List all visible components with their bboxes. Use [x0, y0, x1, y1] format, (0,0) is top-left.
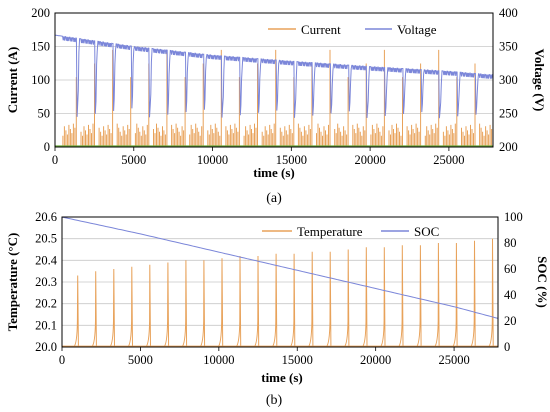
- temperature-series-line: [73, 238, 494, 348]
- legend-label-current: Current: [301, 22, 341, 37]
- y-left-tick-label: 0: [44, 140, 50, 154]
- x-tick-label: 15000: [282, 353, 313, 367]
- x-tick-label: 0: [59, 353, 65, 367]
- y-left-tick-label: 20.6: [35, 210, 57, 224]
- voltage-series-line: [54, 34, 493, 119]
- chart-b: 20.0 20.1 20.2 20.3 20.4 20.5 20.6 0 20 40 60 80 100…: [5, 210, 550, 408]
- plot-border: [61, 216, 499, 348]
- y-right-tick-label: 200: [499, 140, 518, 154]
- x-axis-title: time (s): [261, 370, 303, 385]
- y-left-tick-label: 100: [31, 73, 50, 87]
- soc-series-line: [61, 216, 499, 319]
- y-left-tick-label: 50: [38, 107, 51, 121]
- y-axis-left-title: Current (A): [5, 47, 20, 114]
- y-right-tick-label: 350: [499, 40, 518, 54]
- x-tick-label: 10000: [197, 153, 228, 167]
- y-right-tick-label: 60: [504, 262, 517, 276]
- y-left-tick-label: 20.2: [35, 297, 57, 311]
- y-left-tick-label: 20.3: [35, 275, 57, 289]
- y-right-tick-label: 0: [504, 340, 510, 354]
- y-right-tick-label: 100: [504, 210, 523, 224]
- y-left-tick-label: 20.5: [35, 232, 57, 246]
- chart-a: 0 50 100 150 200 200 250 300 350 400 0 5000 10000 150…: [5, 6, 547, 206]
- y-right-tick-label: 250: [499, 107, 518, 121]
- y-left-tick-label: 20.4: [35, 253, 58, 267]
- y-right-tick-label: 20: [504, 314, 517, 328]
- x-tick-label: 0: [52, 153, 58, 167]
- x-tick-label: 25000: [438, 353, 469, 367]
- y-right-tick-label: 40: [504, 288, 517, 302]
- x-tick-label: 15000: [276, 153, 307, 167]
- y-right-tick-label: 400: [499, 6, 518, 20]
- plot-border: [54, 12, 494, 148]
- x-tick-label: 20000: [360, 353, 391, 367]
- x-tick-label: 5000: [128, 353, 153, 367]
- legend-label-voltage: Voltage: [397, 22, 437, 37]
- y-left-tick-label: 150: [31, 40, 50, 54]
- y-left-tick-label: 20.1: [35, 318, 57, 332]
- x-tick-label: 10000: [203, 353, 234, 367]
- y-axis-right-title: SOC (%): [535, 256, 550, 308]
- x-axis-title: time (s): [253, 165, 295, 180]
- x-tick-label: 20000: [354, 153, 385, 167]
- y-axis-left-title: Temperature (°C): [5, 233, 20, 332]
- legend-label-temperature: Temperature: [297, 224, 363, 239]
- y-left-tick-label: 200: [31, 6, 50, 20]
- x-tick-label: 25000: [433, 153, 464, 167]
- y-right-tick-label: 80: [504, 236, 517, 250]
- caption-b: (b): [266, 393, 283, 408]
- x-tick-label: 5000: [121, 153, 146, 167]
- legend-label-soc: SOC: [414, 224, 439, 239]
- y-left-tick-label: 20.0: [35, 340, 57, 354]
- caption-a: (a): [266, 191, 282, 206]
- current-series-line: [62, 49, 493, 147]
- y-right-tick-label: 300: [499, 73, 518, 87]
- y-axis-right-title: Voltage (V): [532, 49, 547, 112]
